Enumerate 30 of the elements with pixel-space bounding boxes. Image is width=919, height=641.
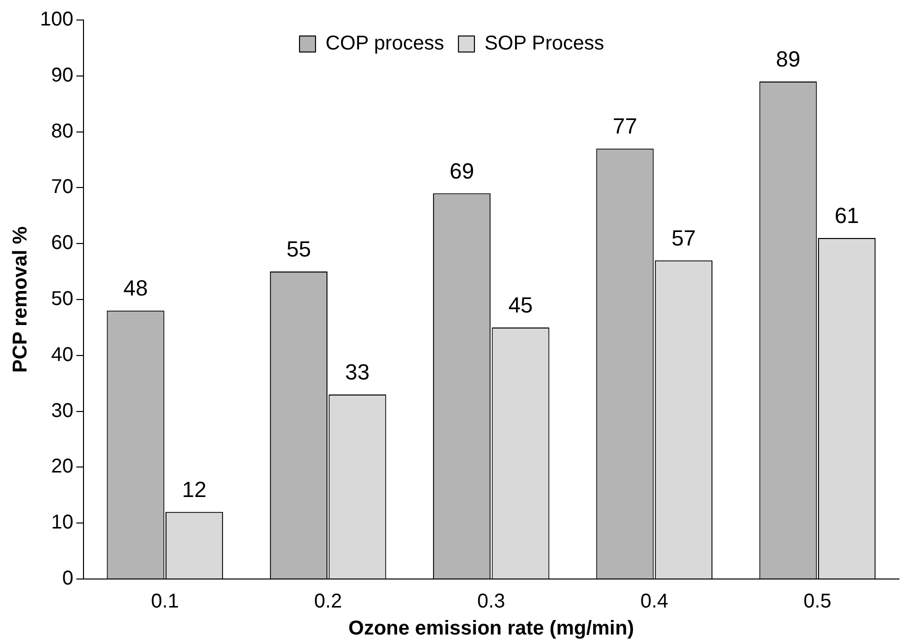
data-label: 77 <box>612 114 638 139</box>
y-tick-label: 30 <box>51 400 74 422</box>
data-label: 48 <box>123 276 148 301</box>
data-label: 89 <box>776 46 800 72</box>
x-axis-title: Ozone emission rate (mg/min) <box>348 618 634 640</box>
data-label: 61 <box>834 203 860 228</box>
legend-label: COP process <box>326 32 444 55</box>
y-tick-label: 70 <box>51 176 74 198</box>
y-tick-label: 90 <box>51 64 74 86</box>
data-label: 69 <box>450 158 474 184</box>
legend-label: SOP Process <box>484 32 604 55</box>
y-tick-label: 20 <box>51 456 74 478</box>
y-tick-label: 80 <box>51 120 74 142</box>
y-tick-label: 40 <box>51 344 74 366</box>
x-tick-label: 0.3 <box>477 590 506 613</box>
data-label: 33 <box>345 360 370 385</box>
data-label: 55 <box>286 236 311 262</box>
x-tick-label: 0.5 <box>804 590 832 613</box>
x-tick-label: 0.4 <box>640 590 668 613</box>
y-tick-label: 0 <box>62 568 74 590</box>
data-label: 12 <box>182 476 207 502</box>
y-tick-label: 60 <box>51 232 74 254</box>
y-tick-label: 50 <box>51 288 74 310</box>
x-tick-label: 0.2 <box>314 590 342 613</box>
y-tick-label: 100 <box>40 8 74 31</box>
data-label: 57 <box>671 225 696 250</box>
x-tick-label: 0.1 <box>151 590 179 613</box>
y-axis-title: PCP removal % <box>10 226 32 373</box>
y-tick-label: 10 <box>51 512 74 534</box>
data-label: 45 <box>508 292 533 318</box>
